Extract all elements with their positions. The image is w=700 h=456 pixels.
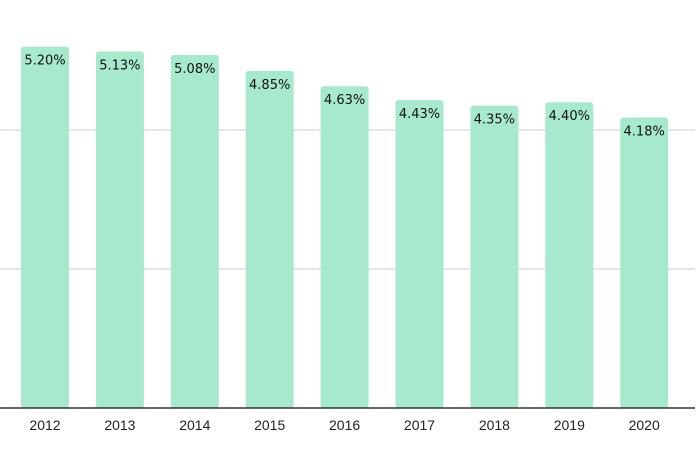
data-label-2019: 4.40% (549, 109, 590, 124)
x-tick-label-2017: 2017 (404, 417, 435, 433)
data-label-2014: 5.08% (174, 62, 215, 77)
data-label-2015: 4.85% (249, 78, 290, 93)
bar-2019 (545, 102, 594, 408)
x-tick-label-2013: 2013 (104, 417, 135, 433)
bars (21, 46, 669, 409)
x-tick-label-2019: 2019 (554, 417, 585, 433)
bar-2013 (95, 51, 144, 409)
x-tick-label-2014: 2014 (179, 417, 210, 433)
x-tick-label-2020: 2020 (629, 417, 660, 433)
x-tick-label-2018: 2018 (479, 417, 510, 433)
data-label-2013: 5.13% (99, 58, 140, 73)
x-tick-label-2015: 2015 (254, 417, 285, 433)
x-tick-label-2012: 2012 (29, 417, 60, 433)
x-tick-label-2016: 2016 (329, 417, 360, 433)
data-label-2017: 4.43% (399, 107, 440, 122)
bar-2018 (470, 105, 519, 409)
bar-2016 (320, 86, 369, 408)
bar-2015 (245, 70, 294, 409)
bar-2017 (395, 100, 444, 409)
x-tick-labels: 2012 2013 2014 2015 2016 2017 2018 2019 2020 (29, 417, 660, 433)
bar-2020 (620, 117, 669, 409)
data-labels: 5.20% 5.13% 5.08% 4.85% 4.63% 4.43% 4.35% 4.40%… (24, 54, 665, 140)
data-label-2018: 4.35% (474, 113, 515, 128)
data-label-2012: 5.20% (24, 54, 65, 69)
data-label-2016: 4.63% (324, 93, 365, 108)
bar-2012 (21, 46, 69, 408)
bar-2014 (170, 54, 219, 408)
data-label-2020: 4.18% (624, 124, 665, 139)
